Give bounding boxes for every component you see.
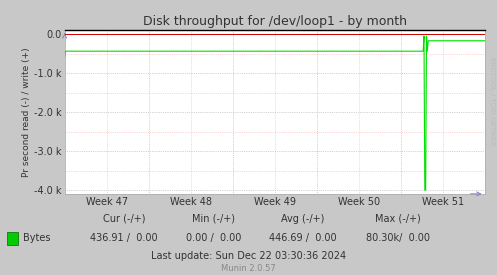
Y-axis label: Pr second read (-) / write (+): Pr second read (-) / write (+): [22, 47, 31, 177]
Text: 80.30k/  0.00: 80.30k/ 0.00: [366, 233, 429, 243]
Text: 446.69 /  0.00: 446.69 / 0.00: [269, 233, 337, 243]
Text: Min (-/+): Min (-/+): [192, 214, 235, 224]
Text: 436.91 /  0.00: 436.91 / 0.00: [90, 233, 158, 243]
Text: 0.00 /  0.00: 0.00 / 0.00: [186, 233, 242, 243]
Text: Bytes: Bytes: [23, 233, 51, 243]
Text: Last update: Sun Dec 22 03:30:36 2024: Last update: Sun Dec 22 03:30:36 2024: [151, 251, 346, 261]
Text: Max (-/+): Max (-/+): [375, 214, 420, 224]
Text: Munin 2.0.57: Munin 2.0.57: [221, 264, 276, 273]
Text: RRDTOOL / TOBI OETIKER: RRDTOOL / TOBI OETIKER: [489, 57, 495, 146]
Text: Avg (-/+): Avg (-/+): [281, 214, 325, 224]
Title: Disk throughput for /dev/loop1 - by month: Disk throughput for /dev/loop1 - by mont…: [143, 15, 407, 28]
Text: Cur (-/+): Cur (-/+): [103, 214, 146, 224]
